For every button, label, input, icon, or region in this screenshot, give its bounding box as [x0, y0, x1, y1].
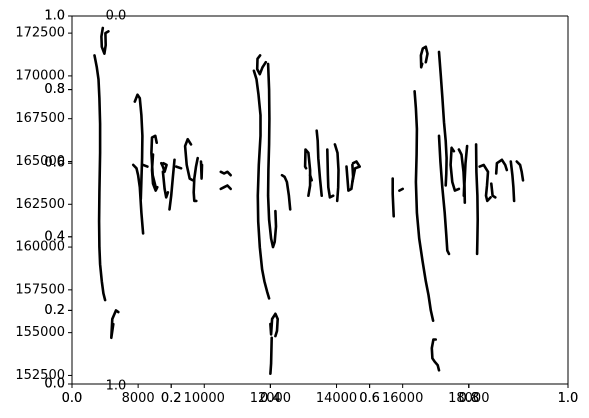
overlay-y-tick-label: 0.4: [44, 229, 65, 244]
series-line-29: [345, 163, 355, 192]
overlay-x-tick-label: 0.6: [359, 391, 380, 406]
overlay-y-tick-label: 0.4: [44, 229, 65, 244]
series-line-28: [315, 129, 323, 197]
series-line-37: [437, 50, 448, 187]
y-tick-label: 165000: [15, 154, 65, 169]
series-line-12: [174, 165, 183, 170]
x-tick-label: 18000: [448, 391, 489, 406]
series-layer: [93, 26, 525, 375]
series-line-11: [168, 158, 176, 211]
x-tick-label: 8000: [122, 391, 155, 406]
series-line-1: [93, 54, 107, 302]
series-line-21: [269, 336, 273, 375]
x-tick-label: 14000: [316, 391, 357, 406]
series-line-31: [391, 177, 395, 218]
series-line-30: [351, 160, 361, 184]
series-line-27: [333, 143, 340, 203]
y-tick-label: 152500: [15, 368, 65, 383]
overlay-x-tick-label: 0.0: [62, 391, 83, 406]
series-line-46: [515, 160, 525, 182]
y-tick-label: 167500: [15, 111, 65, 126]
overlay-x-tick-label: 0.4: [260, 391, 281, 406]
axes-layer: [71, 15, 569, 385]
overlay-y-tick-label: 0.0: [44, 377, 65, 392]
y-tick-label: 160000: [15, 240, 65, 255]
x-tick-label: 12000: [250, 391, 291, 406]
rotated-tick-label: 0.0: [106, 9, 127, 24]
series-line-40: [463, 144, 469, 204]
series-line-36: [437, 134, 451, 256]
overlay-x-tick-label: 0.2: [161, 391, 182, 406]
overlay-y-tick-label: 0.8: [44, 82, 65, 97]
series-line-20: [269, 312, 279, 338]
overlay-x-tick-label: 0.6: [359, 391, 380, 406]
series-line-35: [430, 338, 441, 372]
y-tick-label: 157500: [15, 282, 65, 297]
series-line-17: [219, 184, 232, 191]
series-line-41: [478, 163, 492, 203]
rotated-tick-label: 1.0: [106, 379, 127, 394]
overlay-y-tick-label: 0.6: [44, 156, 65, 171]
overlay-x-tick-label: 1.0: [558, 391, 579, 406]
series-line-44: [494, 158, 509, 175]
series-line-33: [413, 90, 435, 322]
series-line-3: [110, 309, 120, 340]
series-line-22: [266, 62, 278, 249]
series-line-16: [219, 170, 232, 177]
overlay-y-tick-label: 1.0: [44, 9, 65, 24]
series-line-34: [419, 45, 429, 69]
overlay-y-tick-label: 0.0: [44, 377, 65, 392]
x-tick-label: 10000: [184, 391, 225, 406]
series-line-15: [199, 160, 204, 180]
series-line-42: [490, 182, 497, 199]
series-line-45: [509, 160, 516, 203]
series-line-19: [255, 54, 268, 76]
series-line-9: [160, 161, 168, 174]
series-line-24: [303, 148, 312, 197]
series-line-23: [280, 173, 292, 211]
x-tick-label: 16000: [382, 391, 423, 406]
series-line-10: [161, 170, 170, 199]
series-line-38: [449, 146, 461, 192]
series-line-14: [192, 156, 199, 203]
overlay-x-tick-label: 0.8: [458, 391, 479, 406]
series-line-6: [141, 163, 149, 168]
series-line-5: [133, 93, 144, 201]
overlay-y-tick-label: 0.6: [44, 156, 65, 171]
series-line-18: [252, 69, 271, 300]
series-line-2: [100, 26, 110, 55]
y-tick-label: 162500: [15, 197, 65, 212]
series-line-13: [183, 137, 194, 182]
series-line-8: [150, 134, 158, 189]
series-line-43: [474, 143, 479, 256]
overlay-x-tick-label: 1.0: [558, 391, 579, 406]
y-tick-label: 172500: [15, 26, 65, 41]
overlay-x-tick-label: 0.4: [260, 391, 281, 406]
overlay-x-tick-label: 0.2: [161, 391, 182, 406]
series-line-32: [398, 187, 404, 192]
overlay-y-tick-label: 1.0: [44, 9, 65, 24]
series-line-26: [326, 148, 335, 199]
y-tick-label: 170000: [15, 68, 65, 83]
y-tick-label: 155000: [15, 325, 65, 340]
overlay-y-tick-label: 0.2: [44, 303, 65, 318]
overlay-x-tick-label: 0.0: [62, 391, 83, 406]
ticks-layer: 8000 10000 12000 14000 16000 18000 152500 15500…: [15, 9, 578, 407]
overlay-y-tick-label: 0.2: [44, 303, 65, 318]
series-line-4: [131, 163, 145, 235]
series-line-25: [308, 173, 313, 182]
overlay-x-tick-label: 0.8: [458, 391, 479, 406]
overlay-y-tick-label: 0.8: [44, 82, 65, 97]
